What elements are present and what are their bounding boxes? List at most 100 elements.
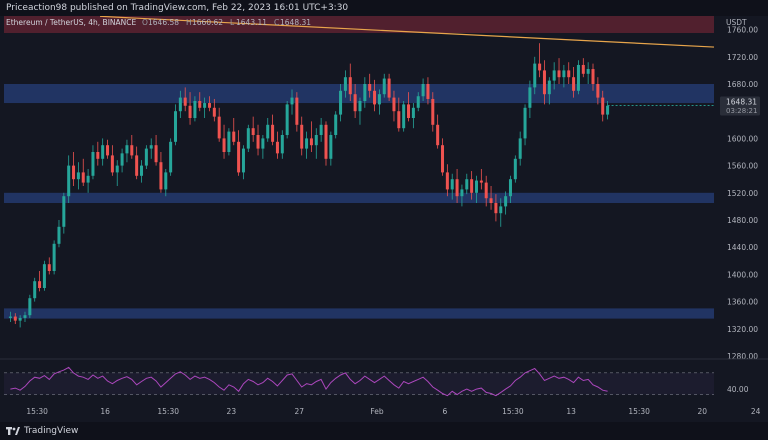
candle-body xyxy=(470,179,474,193)
candle-body xyxy=(81,172,85,183)
candle-body xyxy=(368,84,372,91)
candle xyxy=(373,79,377,112)
candle xyxy=(91,145,95,180)
candle xyxy=(271,114,275,146)
candle xyxy=(576,60,580,95)
candle-body xyxy=(528,87,532,108)
candle-body xyxy=(596,84,600,98)
candle xyxy=(348,63,352,101)
candle xyxy=(411,103,415,129)
rsi-tick-label: 40.00 xyxy=(727,385,749,394)
candle-body xyxy=(285,104,289,135)
candle-body xyxy=(373,90,377,105)
candle xyxy=(431,92,435,132)
candle xyxy=(358,97,362,125)
candle xyxy=(572,67,576,98)
candle-body xyxy=(523,107,527,139)
candle xyxy=(470,171,474,200)
time-tick-label: 13 xyxy=(566,407,576,416)
candle xyxy=(562,64,566,88)
candle xyxy=(81,158,85,186)
tradingview-brand[interactable]: TradingView xyxy=(6,422,78,440)
support-zone-3 xyxy=(4,308,714,319)
candle xyxy=(445,164,449,197)
candle xyxy=(256,124,260,156)
candle-body xyxy=(581,64,585,74)
candle-body xyxy=(290,97,294,105)
candle-body xyxy=(237,141,241,173)
candle xyxy=(382,73,386,98)
candle-body xyxy=(319,124,323,135)
candle xyxy=(72,152,76,186)
brand-label: TradingView xyxy=(24,426,79,436)
candle xyxy=(173,104,177,146)
price-tick-label: 1320.00 xyxy=(727,325,758,334)
candle xyxy=(538,43,542,78)
candle xyxy=(96,141,100,166)
candle-body xyxy=(275,141,279,154)
candle-body xyxy=(149,145,153,149)
candle-body xyxy=(460,189,464,197)
candle xyxy=(18,315,22,328)
candle xyxy=(547,77,551,105)
candle xyxy=(198,92,202,112)
publisher-line: Priceaction98 published on TradingView.c… xyxy=(6,3,349,13)
candle-body xyxy=(552,70,556,81)
candle xyxy=(193,96,197,122)
candle xyxy=(581,58,585,78)
candle-body xyxy=(207,103,211,108)
candle xyxy=(222,124,226,159)
candle-body xyxy=(329,135,333,159)
candle-body xyxy=(479,180,483,183)
price-tick-label: 1400.00 xyxy=(727,270,758,279)
candle-body xyxy=(382,78,386,95)
candle xyxy=(47,257,51,275)
candle xyxy=(285,101,289,139)
tradingview-logo-icon xyxy=(6,426,20,435)
ohlc-value-c: 1648.31 xyxy=(280,18,311,27)
time-tick-label: 15:30 xyxy=(26,407,48,416)
candle-body xyxy=(280,135,284,154)
candle xyxy=(33,277,37,302)
candle xyxy=(557,58,561,84)
candle xyxy=(144,145,148,169)
candle xyxy=(319,118,323,142)
candle xyxy=(62,192,66,234)
time-tick-label: 15:30 xyxy=(628,407,650,416)
candle xyxy=(154,135,158,166)
candle-body xyxy=(115,165,119,173)
candle xyxy=(329,131,333,166)
candle-body xyxy=(504,196,508,207)
candle xyxy=(436,114,440,149)
candle xyxy=(489,186,493,210)
candle-body xyxy=(450,179,454,190)
candle xyxy=(474,175,478,203)
candle-body xyxy=(18,317,22,321)
candle-body xyxy=(314,135,318,146)
candle xyxy=(149,138,153,159)
candle xyxy=(392,90,396,122)
ohlc-value-o: 1646.58 xyxy=(148,18,179,27)
candle-body xyxy=(130,145,134,156)
candle-body xyxy=(266,124,270,139)
candle xyxy=(203,97,207,118)
candle-body xyxy=(178,97,182,112)
candle xyxy=(586,62,590,84)
candle-body xyxy=(576,64,580,91)
candle xyxy=(125,139,129,163)
candle-body xyxy=(586,69,590,74)
time-tick-label: 20 xyxy=(697,407,707,416)
candle xyxy=(120,148,124,173)
candle-body xyxy=(251,128,255,135)
candle-body xyxy=(203,103,207,108)
candle-body xyxy=(28,298,32,316)
candle-body xyxy=(416,96,420,108)
candle-body xyxy=(96,152,100,159)
candle-body xyxy=(402,104,406,129)
candle-body xyxy=(518,138,522,159)
candle xyxy=(363,77,367,108)
candle xyxy=(275,131,279,159)
candle-body xyxy=(198,101,202,108)
candle xyxy=(290,89,294,115)
